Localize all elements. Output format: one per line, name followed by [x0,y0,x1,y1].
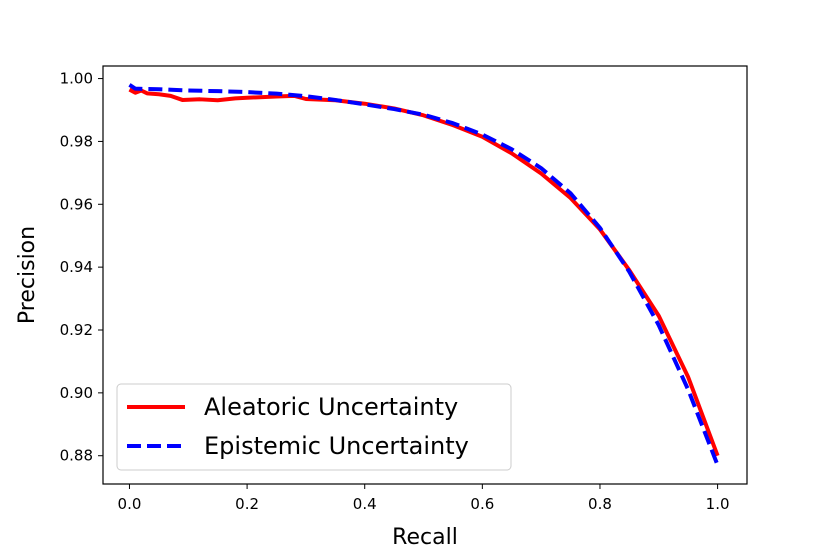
legend-label-aleatoric: Aleatoric Uncertainty [204,393,458,421]
x-axis-title: Recall [392,525,458,550]
series-line-epistemic [128,83,720,466]
y-tick-label: 0.94 [60,258,93,276]
legend-label-epistemic: Epistemic Uncertainty [204,432,469,460]
x-tick-label: 0.6 [470,495,494,513]
x-tick-label: 0.2 [235,495,259,513]
x-tick-label: 0.0 [118,495,142,513]
legend-box [116,383,512,471]
y-tick-label: 0.92 [60,321,93,339]
series-layer [128,83,720,466]
y-tick-label: 0.90 [60,384,93,402]
legend: Aleatoric Uncertainty Epistemic Uncertai… [116,383,512,471]
y-tick-label: 1.00 [60,70,93,88]
y-tick-label: 0.98 [60,132,93,150]
y-axis-title: Precision [15,226,40,324]
y-tick-label: 0.88 [60,447,93,465]
y-tick-label: 0.96 [60,195,93,213]
plot-frame [102,65,748,485]
x-tick-label: 0.4 [353,495,377,513]
x-tick-label: 1.0 [706,495,730,513]
ticks-layer: 0.0 0.2 0.4 0.6 0.8 1.0 0.88 0.90 0.92 0.94 0.96 0.… [60,70,730,513]
x-tick-label: 0.8 [588,495,612,513]
